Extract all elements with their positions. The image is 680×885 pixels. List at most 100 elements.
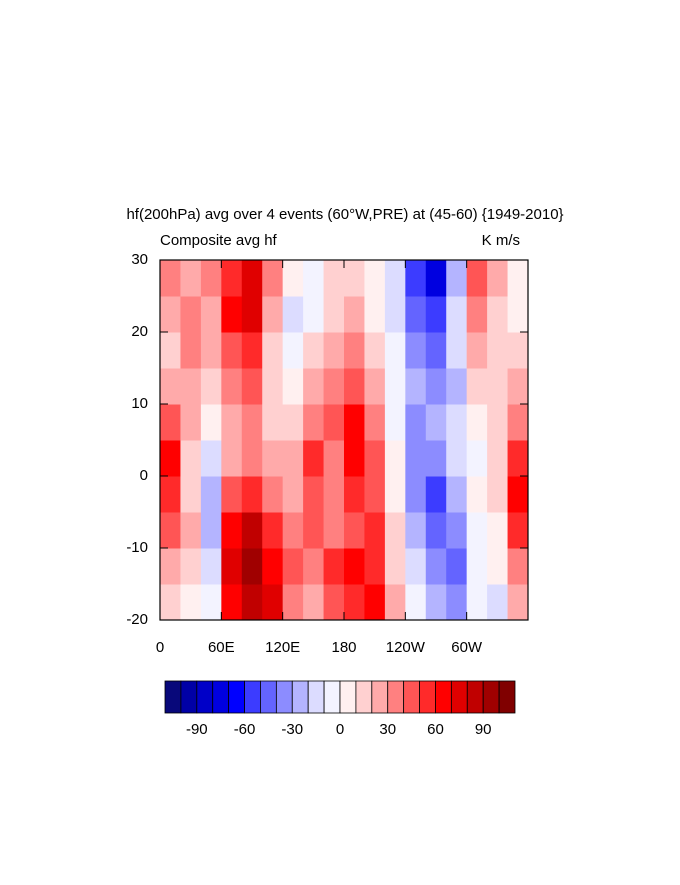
y-tick-label: 20 <box>131 323 148 340</box>
contour-cell <box>262 332 284 369</box>
contour-cell <box>487 584 509 621</box>
contour-cell <box>507 584 529 621</box>
contour-cell <box>180 476 202 513</box>
contour-cell <box>425 512 447 549</box>
contour-cell <box>487 404 509 441</box>
contour-cell <box>466 440 488 477</box>
contour-cell <box>487 476 509 513</box>
contour-cell <box>282 332 304 369</box>
contour-cell <box>180 512 202 549</box>
contour-cell <box>364 332 386 369</box>
contour-cell <box>303 440 325 477</box>
contour-cell <box>446 332 468 369</box>
contour-cell <box>323 368 345 405</box>
contour-cell <box>200 296 222 333</box>
contour-cell <box>344 368 365 405</box>
contour-cell <box>241 548 263 585</box>
contour-cell <box>241 332 263 369</box>
contour-cell <box>344 512 365 549</box>
contour-cell <box>487 260 509 297</box>
contour-cell <box>262 548 284 585</box>
colorbar-box <box>180 680 198 714</box>
contour-cell <box>507 512 529 549</box>
contour-cell <box>200 476 222 513</box>
contour-cell <box>405 260 427 297</box>
contour-cell <box>466 296 488 333</box>
contour-cell <box>384 404 406 441</box>
contour-cell <box>282 368 304 405</box>
contour-cell <box>262 584 284 621</box>
colorbar-label: -60 <box>234 721 256 738</box>
contour-cell <box>303 584 325 621</box>
contour-cell <box>160 296 181 333</box>
contour-cell <box>466 548 488 585</box>
contour-cell <box>384 476 406 513</box>
x-tick-label: 60E <box>208 639 235 656</box>
contour-cell <box>200 548 222 585</box>
contour-cell <box>425 332 447 369</box>
colorbar-box <box>244 680 261 714</box>
contour-cell <box>364 584 386 621</box>
contour-cell <box>180 368 202 405</box>
contour-cell <box>344 404 365 441</box>
contour-cell <box>160 512 181 549</box>
contour-cell <box>303 332 325 369</box>
contour-cell <box>344 476 365 513</box>
contour-cell <box>241 368 263 405</box>
contour-cell <box>262 368 284 405</box>
colorbar-box <box>212 680 230 714</box>
contour-cell <box>446 512 468 549</box>
contour-cell <box>262 260 284 297</box>
contour-cell <box>323 332 345 369</box>
contour-cell <box>221 476 243 513</box>
colorbar-label: -90 <box>186 721 208 738</box>
contour-cell <box>425 296 447 333</box>
contour-cell <box>200 512 222 549</box>
contour-cell <box>200 368 222 405</box>
contour-cell <box>507 440 529 477</box>
contour-cell <box>466 404 488 441</box>
contour-cell <box>384 332 406 369</box>
contour-cell <box>384 584 406 621</box>
contour-cell <box>303 260 325 297</box>
colorbar-box <box>164 680 182 714</box>
contour-cell <box>405 548 427 585</box>
contour-cell <box>160 440 181 477</box>
contour-cell <box>364 368 386 405</box>
contour-cell <box>180 260 202 297</box>
contour-cell <box>487 296 509 333</box>
contour-cell <box>507 332 529 369</box>
contour-cell <box>364 404 386 441</box>
contour-cell <box>160 548 181 585</box>
contour-cell <box>221 584 243 621</box>
contour-cell <box>507 368 529 405</box>
contour-cell <box>466 260 488 297</box>
contour-cell <box>180 296 202 333</box>
contour-cell <box>364 476 386 513</box>
colorbar-box <box>339 680 357 714</box>
contour-cell <box>446 584 468 621</box>
contour-cell <box>384 548 406 585</box>
contour-cell <box>466 584 488 621</box>
contour-cell <box>323 548 345 585</box>
contour-cell <box>487 512 509 549</box>
contour-cell <box>241 296 263 333</box>
contour-cell <box>446 296 468 333</box>
contour-cell <box>344 548 365 585</box>
contour-cell <box>160 476 181 513</box>
contour-cell <box>425 476 447 513</box>
contour-cell <box>487 548 509 585</box>
contour-cell <box>282 260 304 297</box>
contour-cell <box>425 440 447 477</box>
contour-cell <box>160 404 181 441</box>
colorbar-box <box>419 680 436 714</box>
contour-cell <box>221 296 243 333</box>
contour-cell <box>323 440 345 477</box>
contour-cell <box>384 296 406 333</box>
contour-cell <box>282 440 304 477</box>
colorbar-box <box>387 680 405 714</box>
contour-cell <box>282 404 304 441</box>
contour-cell <box>323 512 345 549</box>
contour-cell <box>241 440 263 477</box>
contour-cell <box>425 584 447 621</box>
